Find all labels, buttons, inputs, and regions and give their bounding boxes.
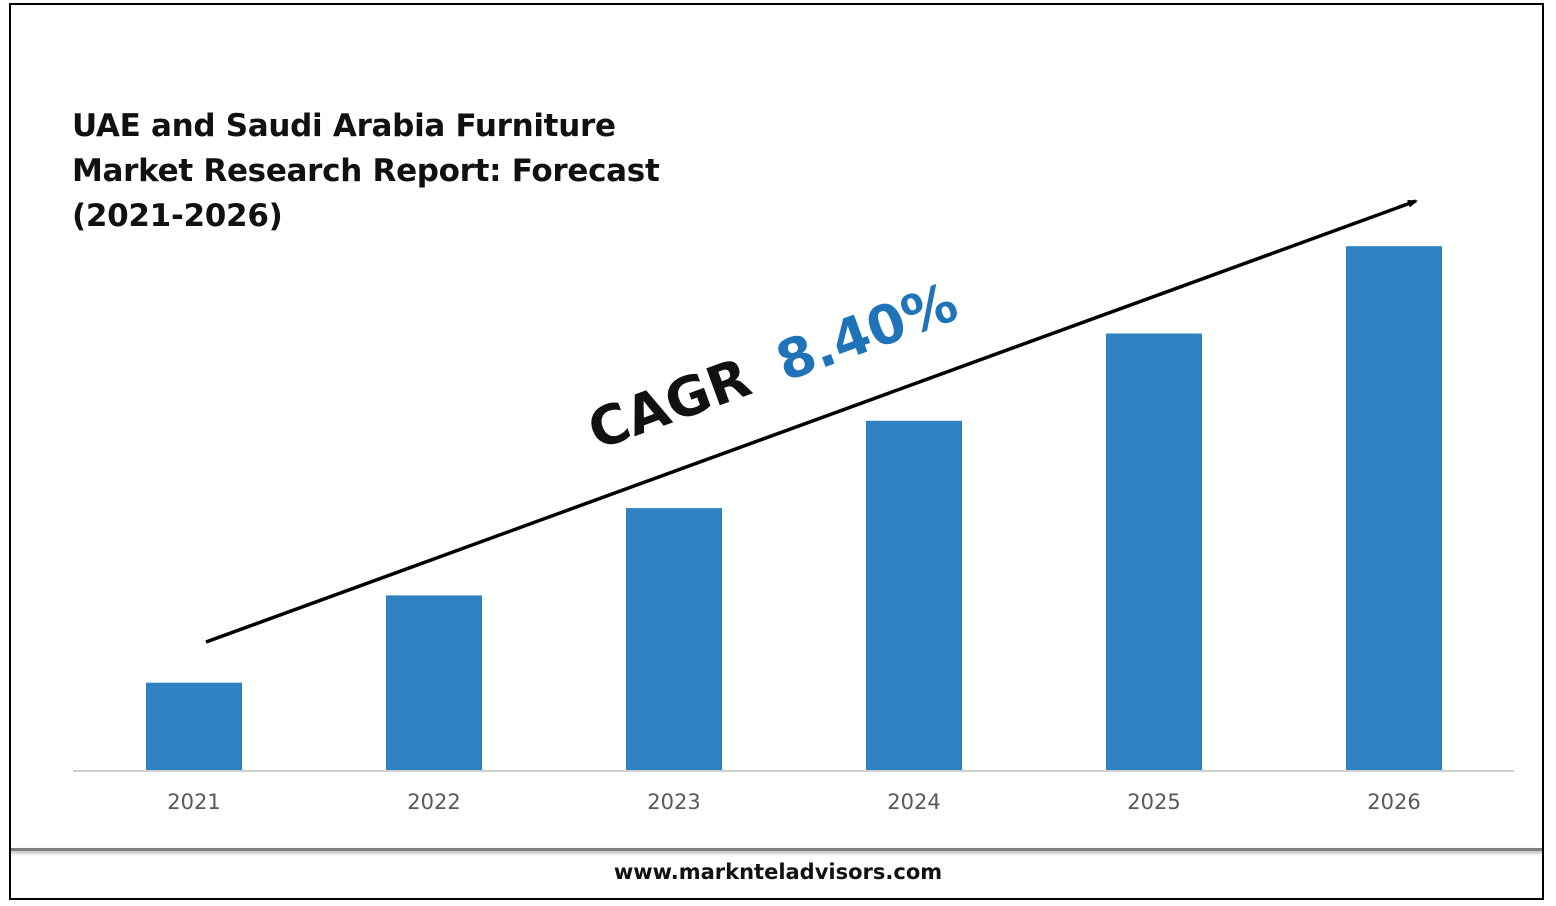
tick-label-2021: 2021 [167, 790, 220, 814]
bar-2025 [1106, 333, 1202, 770]
tick-label-2022: 2022 [407, 790, 460, 814]
x-axis-tick-labels: 2021 2022 2023 2024 2025 2026 [167, 790, 1420, 814]
chart-title-line-1: UAE and Saudi Arabia Furniture [72, 108, 616, 144]
footer-url: www.marknteladvisors.com [613, 860, 943, 884]
chart-frame [9, 3, 1544, 900]
tick-label-2023: 2023 [647, 790, 700, 814]
footer-divider [11, 848, 1542, 851]
tick-label-2024: 2024 [887, 790, 940, 814]
chart-title-line-2: Market Research Report: Forecast [72, 153, 660, 189]
bar-2024 [866, 420, 962, 770]
chart-title-line-3: (2021-2026) [72, 198, 283, 234]
chart-title: UAE and Saudi Arabia Furniture Market Re… [72, 104, 660, 239]
tick-label-2026: 2026 [1367, 790, 1420, 814]
bar-2022 [386, 595, 482, 770]
tick-label-2025: 2025 [1127, 790, 1180, 814]
bars [146, 246, 1442, 770]
bar-2026 [1346, 246, 1442, 770]
bar-2021 [146, 682, 242, 770]
trend-arrow [205, 199, 1418, 644]
cagr-prefix: CAGR [580, 346, 759, 462]
bar-2023 [626, 508, 722, 770]
